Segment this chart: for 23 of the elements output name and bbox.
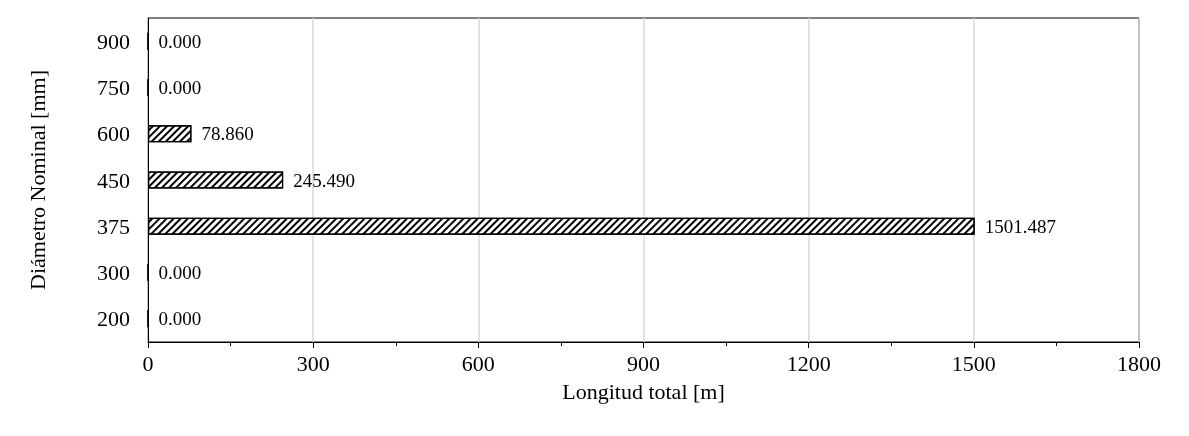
y-axis-title: Diámetro Nominal [mm] xyxy=(24,70,50,290)
data-label: 0.000 xyxy=(158,262,202,284)
x-tick-label: 1500 xyxy=(951,350,996,376)
x-tick-label: 600 xyxy=(461,350,495,376)
data-label: 78.860 xyxy=(201,123,254,145)
x-tick-label: 1200 xyxy=(786,350,831,376)
y-tick-label: 450 xyxy=(97,167,130,193)
data-label: 1501.487 xyxy=(984,215,1056,237)
data-label: 0.000 xyxy=(158,76,202,98)
data-label: 0.000 xyxy=(158,30,202,52)
y-tick-label: 750 xyxy=(97,74,130,100)
y-tick-label: 900 xyxy=(97,28,130,54)
x-axis-title: Longitud total [m] xyxy=(562,378,725,404)
y-tick-label: 600 xyxy=(97,121,130,147)
x-tick-label: 300 xyxy=(296,350,330,376)
x-tick-label: 900 xyxy=(627,350,660,376)
y-tick-label: 200 xyxy=(97,306,130,332)
y-tick-label: 375 xyxy=(97,213,130,239)
y-tick-label: 300 xyxy=(97,260,130,286)
data-label: 0.000 xyxy=(158,308,202,330)
x-tick-label: 1800 xyxy=(1117,350,1161,376)
data-label: 245.490 xyxy=(293,169,355,191)
x-tick-label: 0 xyxy=(142,350,154,376)
